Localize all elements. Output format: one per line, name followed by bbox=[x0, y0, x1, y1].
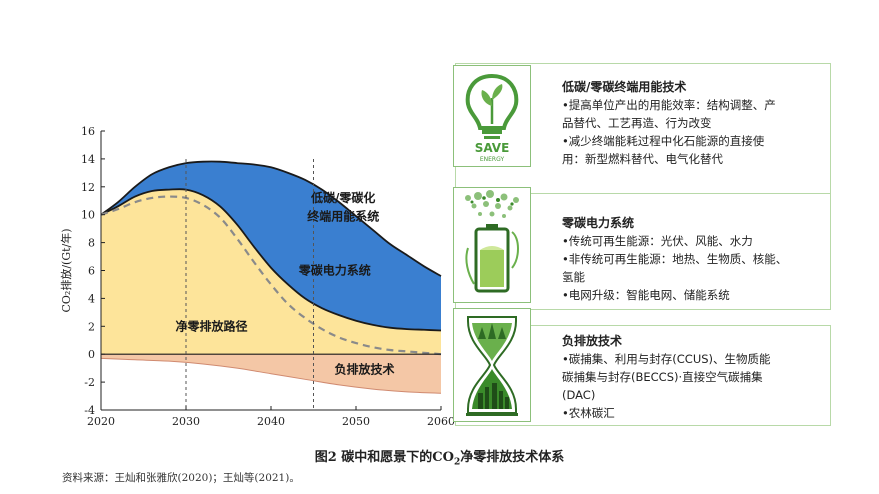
hourglass-forest-icon bbox=[453, 308, 531, 422]
panel-line: •碳捕集、利用与封存(CCUS)、生物质能 bbox=[562, 352, 771, 366]
y-tick-label: -4 bbox=[84, 404, 95, 417]
area-label: 低碳/零碳化 bbox=[310, 190, 375, 205]
panel-text-terminal: 低碳/零碳终端用能技术 •提高单位产出的用能效率：结构调整、产 品替代、工艺再造… bbox=[562, 78, 824, 168]
x-tick-label: 2050 bbox=[342, 415, 370, 428]
source-note: 资料来源：王灿和张雅欣(2020)；王灿等(2021)。 bbox=[62, 472, 300, 484]
area-label: 负排放技术 bbox=[334, 362, 394, 377]
y-axis-label: CO₂排放/(Gt/年) bbox=[59, 228, 73, 312]
y-tick-label: 4 bbox=[88, 292, 95, 305]
x-tick-label: 2060 bbox=[427, 415, 455, 428]
panel-title: 低碳/零碳终端用能技术 bbox=[562, 80, 687, 94]
panel-line: •非传统可再生能源：地热、生物质、核能、 bbox=[562, 252, 788, 266]
y-tick-label: 12 bbox=[81, 181, 95, 194]
panel-line: (DAC) bbox=[562, 388, 596, 402]
line-negative-emission bbox=[100, 357, 442, 394]
y-tick-label: 16 bbox=[81, 125, 95, 138]
line-power-system bbox=[100, 188, 442, 332]
panel-line: •传统可再生能源：光伏、风能、水力 bbox=[562, 234, 753, 248]
panel-line: •减少终端能耗过程中化石能源的直接使 bbox=[562, 134, 765, 148]
y-tick-label: 2 bbox=[88, 320, 95, 333]
panel-line: 碳捕集与封存(BECCS)·直接空气碳捕集 bbox=[562, 370, 763, 384]
panel-line: 氢能 bbox=[562, 270, 585, 284]
area-label: 终端用能系统 bbox=[307, 208, 379, 223]
plot-areas bbox=[101, 161, 441, 394]
y-tick-label: 14 bbox=[81, 153, 95, 166]
panel-text-negative: 负排放技术 •碳捕集、利用与封存(CCUS)、生物质能 碳捕集与封存(BECCS… bbox=[562, 332, 824, 422]
y-tick-label: 10 bbox=[81, 209, 95, 222]
area-label: 净零排放路径 bbox=[175, 318, 247, 333]
energy-text: ENERGY bbox=[480, 156, 505, 163]
x-tick-label: 2030 bbox=[172, 415, 200, 428]
panel-text-power: 零碳电力系统 •传统可再生能源：光伏、风能、水力 •非传统可再生能源：地热、生物… bbox=[562, 214, 824, 304]
panel-line: •电网升级：智能电网、储能系统 bbox=[562, 288, 730, 302]
panel-line: •提高单位产出的用能效率：结构调整、产 bbox=[562, 98, 776, 112]
figure-caption: 图2 碳中和愿景下的CO2净零排放技术体系 bbox=[314, 450, 565, 468]
save-text: SAVE bbox=[475, 141, 510, 155]
x-tick-label: 2040 bbox=[257, 415, 285, 428]
y-tick-label: 0 bbox=[88, 348, 95, 361]
green-battery-icon bbox=[453, 187, 531, 303]
y-tick-label: -2 bbox=[84, 376, 95, 389]
y-tick-label: 8 bbox=[88, 237, 95, 250]
area-label: 零碳电力系统 bbox=[298, 263, 371, 278]
y-tick-label: 6 bbox=[88, 265, 95, 278]
area-net-zero bbox=[101, 189, 441, 355]
panel-title: 负排放技术 bbox=[562, 334, 623, 348]
panel-line: 用：新型燃料替代、电气化替代 bbox=[562, 152, 723, 166]
plot-lines bbox=[100, 159, 442, 410]
x-tick-label: 2020 bbox=[87, 415, 115, 428]
panel-line: •农林碳汇 bbox=[562, 406, 615, 420]
panel-line: 品替代、工艺再造、行为改变 bbox=[562, 116, 712, 130]
save-energy-bulb-icon: SAVE ENERGY bbox=[453, 65, 531, 167]
line-terminal-energy bbox=[100, 160, 442, 277]
panel-title: 零碳电力系统 bbox=[562, 216, 635, 230]
